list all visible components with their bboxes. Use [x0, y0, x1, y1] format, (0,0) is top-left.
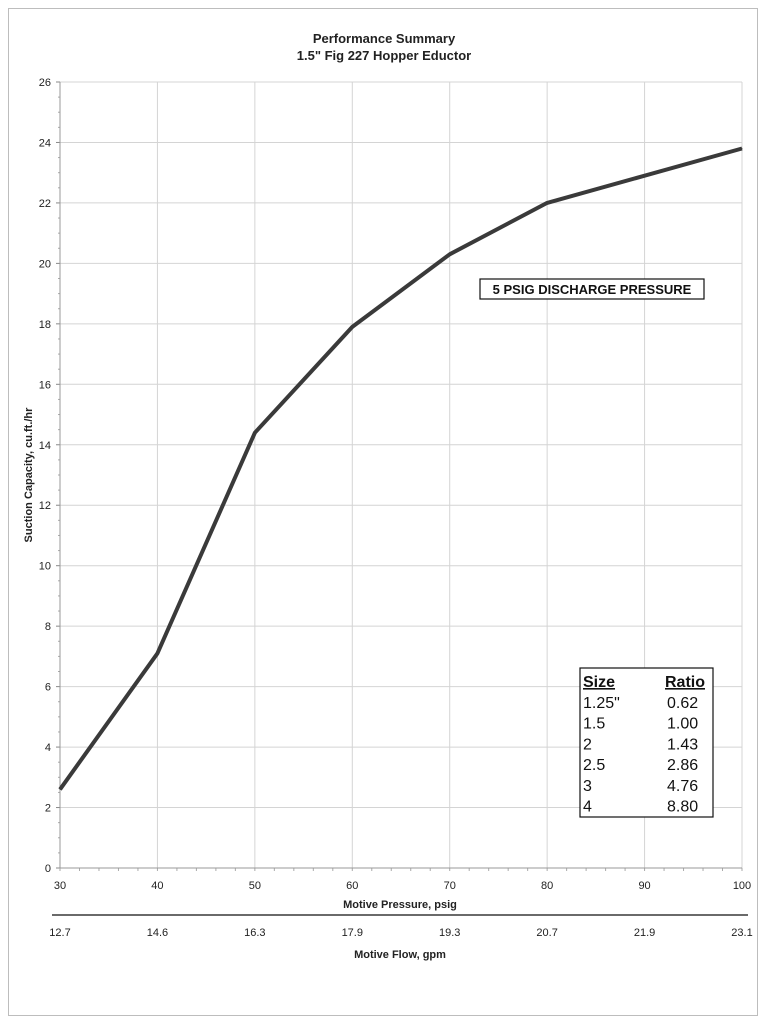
size-cell: 3: [583, 778, 592, 795]
secondary-x-tick-label: 20.7: [536, 927, 557, 939]
secondary-x-tick-label: 17.9: [342, 927, 363, 939]
y-tick-label: 24: [39, 137, 51, 149]
series-group: [58, 146, 743, 791]
y-tick-label: 18: [39, 319, 51, 331]
data-point: [156, 652, 158, 654]
ratio-cell: 1.43: [667, 736, 698, 753]
secondary-x-tick-label: 19.3: [439, 927, 460, 939]
x-axis-ticks: 30 40 50 60 70 80 90 100: [54, 880, 751, 892]
annotation-text: 5 PSIG DISCHARGE PRESSURE: [493, 282, 692, 297]
secondary-x-axis-label: Motive Flow, gpm: [354, 949, 446, 961]
x-tick-label: 100: [733, 880, 751, 892]
size-cell: 2: [583, 736, 592, 753]
y-tick-label: 2: [45, 803, 51, 815]
x-tick-label: 40: [151, 880, 163, 892]
ratio-cell: 1.00: [667, 716, 698, 733]
x-tick-label: 70: [444, 880, 456, 892]
y-tick-label: 26: [39, 77, 51, 89]
grid-lines: [56, 81, 743, 871]
ratio-cell: 4.76: [667, 778, 698, 795]
data-point: [351, 326, 353, 328]
secondary-x-tick-label: 21.9: [634, 927, 655, 939]
y-tick-label: 6: [45, 682, 51, 694]
secondary-x-tick-label: 16.3: [244, 927, 265, 939]
y-axis-label: Suction Capacity, cu.ft./hr: [23, 407, 35, 543]
x-tick-label: 60: [346, 880, 358, 892]
size-cell: 1.25": [583, 695, 620, 712]
chart-title: Performance Summary: [313, 31, 456, 46]
y-tick-label: 4: [45, 742, 51, 754]
y-tick-label: 16: [39, 379, 51, 391]
size-cell: 1.5: [583, 716, 605, 733]
chart-subtitle: 1.5" Fig 227 Hopper Eductor: [297, 48, 471, 63]
data-point: [741, 148, 743, 150]
size-cell: 4: [583, 799, 592, 816]
x-tick-label: 80: [541, 880, 553, 892]
y-tick-label: 8: [45, 621, 51, 633]
size-table-box: [579, 667, 714, 818]
secondary-x-tick-label: 23.1: [731, 927, 752, 939]
y-tick-label: 0: [45, 863, 51, 875]
data-point: [254, 432, 256, 434]
x-tick-label: 90: [638, 880, 650, 892]
data-point: [644, 175, 646, 177]
size-table-rows: 1.25" 0.62 1.5 1.00 2 1.43 2.5 2.86 3 4.76 4 8.80: [583, 695, 698, 816]
x-axis-label: Motive Pressure, psig: [343, 899, 457, 911]
data-point: [59, 788, 61, 790]
ratio-cell: 2.86: [667, 757, 698, 774]
suction-capacity-line: [58, 146, 743, 791]
secondary-x-tick-label: 14.6: [147, 927, 168, 939]
x-tick-label: 30: [54, 880, 66, 892]
annotation-box: [479, 278, 705, 300]
y-tick-label: 14: [39, 440, 51, 452]
data-point: [546, 202, 548, 204]
data-point: [449, 253, 451, 255]
discharge-pressure-annotation: 5 PSIG DISCHARGE PRESSURE: [479, 278, 705, 300]
chart-frame: [8, 8, 758, 1016]
y-tick-label: 10: [39, 561, 51, 573]
size-header: Size: [583, 674, 615, 691]
x-tick-label: 50: [249, 880, 261, 892]
ratio-header: Ratio: [665, 674, 705, 691]
y-tick-label: 20: [39, 258, 51, 270]
secondary-x-axis-ticks: 12.7 14.6 16.3 17.9 19.3 20.7 21.9 23.1: [49, 914, 753, 939]
secondary-x-tick-label: 12.7: [49, 927, 70, 939]
y-tick-label: 12: [39, 500, 51, 512]
ratio-cell: 8.80: [667, 799, 698, 816]
ratio-cell: 0.62: [667, 695, 698, 712]
y-tick-label: 22: [39, 198, 51, 210]
size-ratio-table: Size Ratio 1.25" 0.62 1.5 1.00 2 1.43 2.5 2.86 3…: [579, 667, 714, 818]
size-cell: 2.5: [583, 757, 605, 774]
